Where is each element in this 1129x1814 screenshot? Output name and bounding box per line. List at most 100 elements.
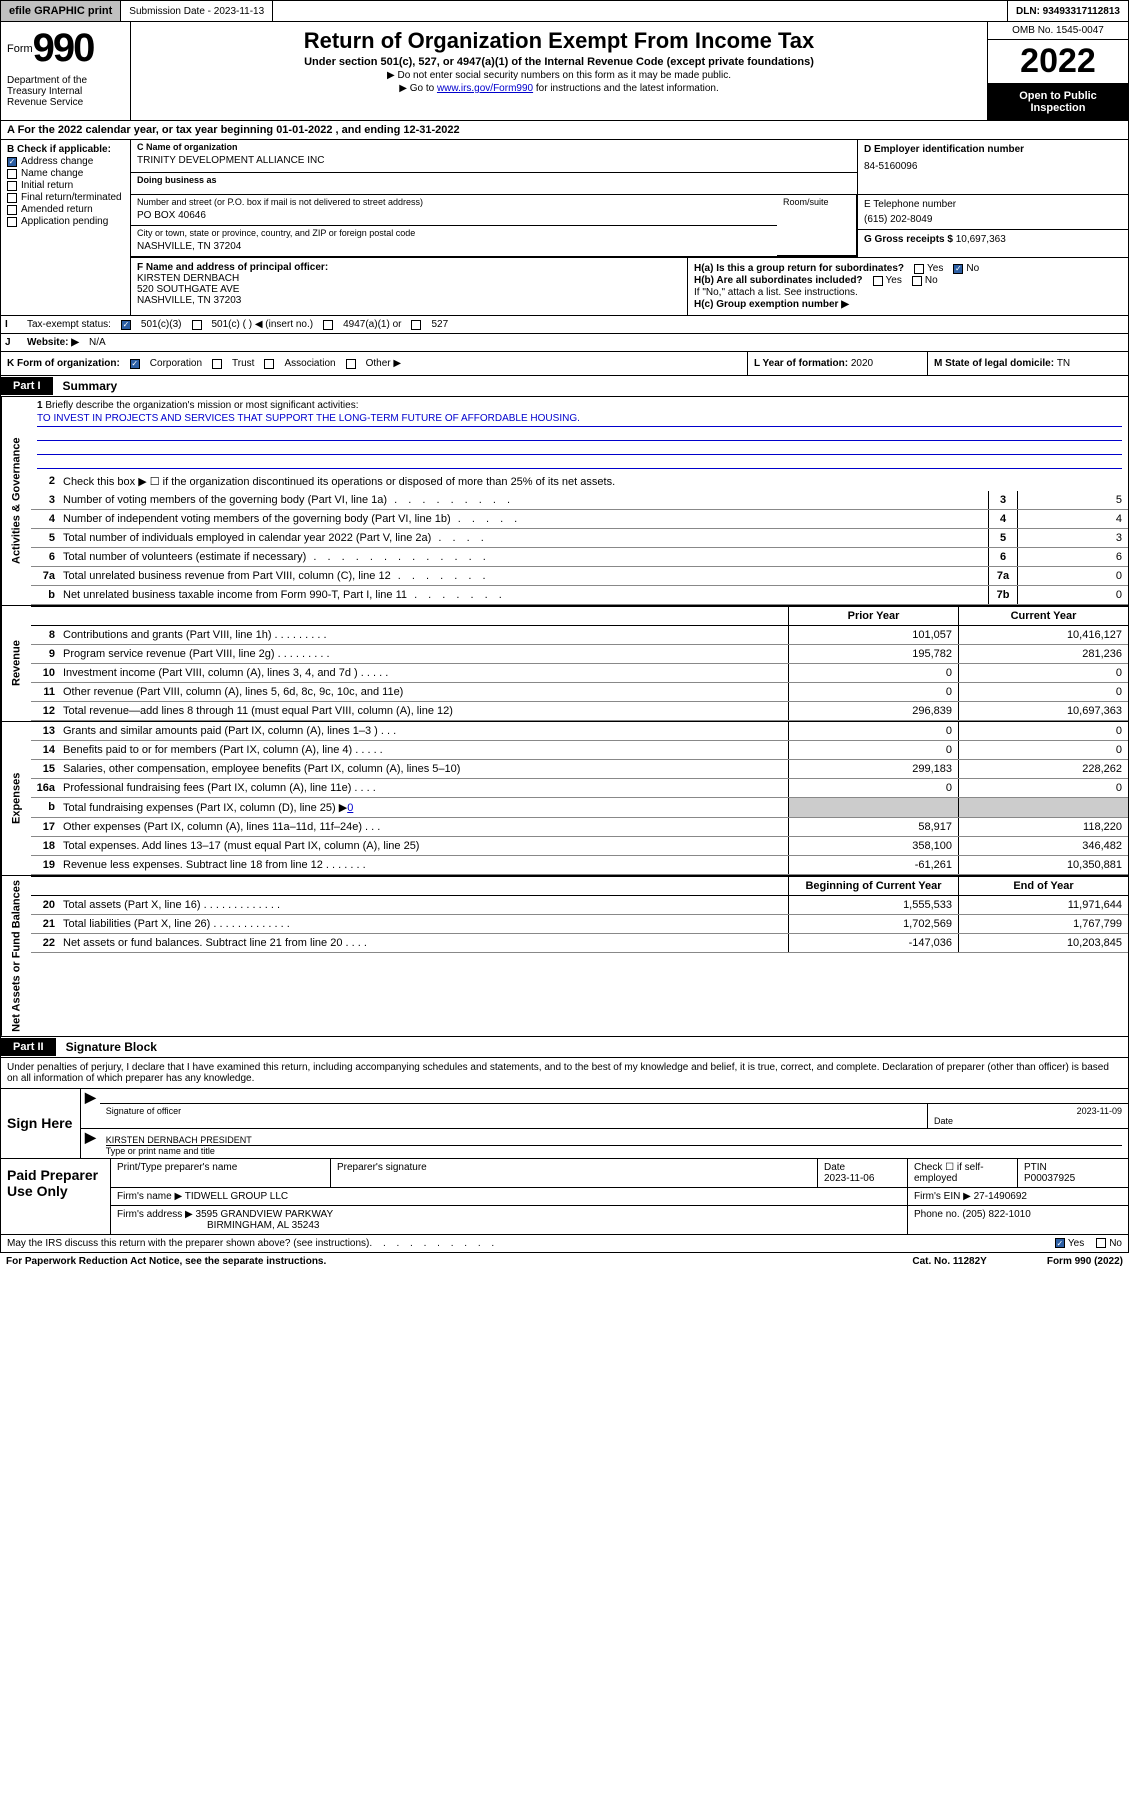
form-title: Return of Organization Exempt From Incom… [139, 28, 979, 54]
line-11-prior: 0 [788, 683, 958, 701]
line-20-desc: Total assets (Part X, line 16) [63, 899, 201, 911]
firm-addr-label: Firm's address ▶ [117, 1209, 193, 1220]
mission-text: TO INVEST IN PROJECTS AND SERVICES THAT … [37, 411, 1122, 427]
row-i-tax-status: I Tax-exempt status: ✓501(c)(3) 501(c) (… [0, 316, 1129, 334]
mission-blank-1 [37, 427, 1122, 441]
line-2-desc: Check this box ▶ ☐ if the organization d… [59, 472, 1128, 491]
preparer-sig-label: Preparer's signature [331, 1159, 818, 1187]
checkbox-527[interactable] [411, 320, 421, 330]
firm-addr2-value: BIRMINGHAM, AL 35243 [117, 1220, 319, 1231]
discuss-row: May the IRS discuss this return with the… [0, 1235, 1129, 1253]
line-12-desc: Total revenue—add lines 8 through 11 (mu… [63, 705, 453, 717]
signature-officer-label: Signature of officer [106, 1106, 921, 1116]
officer-label: F Name and address of principal officer: [137, 262, 681, 273]
row-k-form-org: K Form of organization: ✓Corporation Tru… [0, 352, 1129, 376]
line-13-prior: 0 [788, 722, 958, 740]
checkbox-corporation[interactable]: ✓ [130, 359, 140, 369]
label-final-return: Final return/terminated [21, 192, 122, 203]
form-number: Form 990 [7, 26, 124, 71]
paid-preparer-label: Paid Preparer Use Only [1, 1159, 111, 1234]
checkbox-trust[interactable] [212, 359, 222, 369]
row-j-website: J Website: ▶ N/A [0, 334, 1129, 352]
irs-link[interactable]: www.irs.gov/Form990 [437, 83, 533, 94]
ha-yes-checkbox[interactable] [914, 264, 924, 274]
discuss-yes-checkbox[interactable]: ✓ [1055, 1238, 1065, 1248]
line-8-current: 10,416,127 [958, 626, 1128, 644]
city-label: City or town, state or province, country… [131, 225, 777, 240]
year-formation-label: L Year of formation: [754, 358, 851, 369]
prep-date-label: Date [824, 1162, 845, 1173]
discuss-no-checkbox[interactable] [1096, 1238, 1106, 1248]
label-527: 527 [431, 319, 448, 330]
room-suite-label: Room/suite [777, 195, 857, 256]
submission-date: Submission Date - 2023-11-13 [121, 1, 273, 21]
line-3-box: 3 [988, 491, 1018, 509]
dba-label: Doing business as [131, 172, 857, 187]
line-16a-desc: Professional fundraising fees (Part IX, … [63, 782, 351, 794]
line-8-prior: 101,057 [788, 626, 958, 644]
checkbox-501c-other[interactable] [192, 320, 202, 330]
year-formation-value: 2020 [851, 358, 873, 369]
line-10-current: 0 [958, 664, 1128, 682]
sign-date-label: Date [934, 1116, 1122, 1126]
mission-label: Briefly describe the organization's miss… [45, 400, 358, 411]
preparer-name-label: Print/Type preparer's name [111, 1159, 331, 1187]
side-activities-governance: Activities & Governance [1, 397, 31, 605]
hb-yes-checkbox[interactable] [873, 276, 883, 286]
side-net-assets: Net Assets or Fund Balances [1, 876, 31, 1036]
pra-notice: For Paperwork Reduction Act Notice, see … [6, 1256, 326, 1267]
gross-receipts-label: G Gross receipts $ [864, 234, 956, 245]
label-amended: Amended return [21, 204, 93, 215]
line-7b-desc: Net unrelated business taxable income fr… [63, 589, 407, 601]
note-link-pre: ▶ Go to [399, 83, 437, 94]
org-name-value: TRINITY DEVELOPMENT ALLIANCE INC [131, 154, 857, 172]
checkbox-address-change[interactable]: ✓ [7, 157, 17, 167]
hb-no-checkbox[interactable] [912, 276, 922, 286]
bottom-footer: For Paperwork Reduction Act Notice, see … [0, 1253, 1129, 1270]
part-i-title: Summary [53, 376, 128, 396]
note-ssn: ▶ Do not enter social security numbers o… [139, 70, 979, 81]
officer-printed-name: KIRSTEN DERNBACH PRESIDENT [106, 1131, 1122, 1145]
checkbox-4947[interactable] [323, 320, 333, 330]
cat-number: Cat. No. 11282Y [912, 1256, 986, 1267]
checkbox-final-return[interactable] [7, 193, 17, 203]
checkbox-name-change[interactable] [7, 169, 17, 179]
line-16b-value: 0 [347, 802, 353, 814]
paid-preparer-block: Paid Preparer Use Only Print/Type prepar… [0, 1159, 1129, 1235]
line-4-box: 4 [988, 510, 1018, 528]
checkbox-initial-return[interactable] [7, 181, 17, 191]
checkbox-amended[interactable] [7, 205, 17, 215]
line-21-prior: 1,702,569 [788, 915, 958, 933]
part-i-tag: Part I [1, 377, 53, 395]
label-initial-return: Initial return [21, 180, 73, 191]
line-18-prior: 358,100 [788, 837, 958, 855]
firm-ein-label: Firm's EIN ▶ [914, 1191, 971, 1202]
line-7a-value: 0 [1018, 567, 1128, 585]
ha-no-checkbox[interactable]: ✓ [953, 264, 963, 274]
mission-blank-3 [37, 455, 1122, 469]
checkbox-association[interactable] [264, 359, 274, 369]
name-arrow-icon: ▶ [81, 1129, 100, 1158]
line-5-value: 3 [1018, 529, 1128, 547]
line-9-desc: Program service revenue (Part VIII, line… [63, 648, 275, 660]
efile-print-button[interactable]: efile GRAPHIC print [1, 1, 121, 21]
firm-phone-value: (205) 822-1010 [962, 1209, 1030, 1220]
label-name-change: Name change [21, 168, 83, 179]
form-990-number: 990 [33, 26, 94, 71]
officer-addr1: 520 SOUTHGATE AVE [137, 284, 681, 295]
label-association: Association [284, 358, 335, 369]
topbar-spacer [273, 1, 1008, 21]
firm-addr-value: 3595 GRANDVIEW PARKWAY [196, 1209, 334, 1220]
state-domicile-value: TN [1057, 358, 1070, 369]
checkbox-other-org[interactable] [346, 359, 356, 369]
checkbox-app-pending[interactable] [7, 217, 17, 227]
line-18-desc: Total expenses. Add lines 13–17 (must eq… [63, 840, 419, 852]
line-13-current: 0 [958, 722, 1128, 740]
hc-label: H(c) Group exemption number ▶ [694, 299, 1122, 310]
sign-here-block: Sign Here ▶ Signature of officer 2023-11… [0, 1089, 1129, 1159]
line-9-current: 281,236 [958, 645, 1128, 663]
checkbox-501c3[interactable]: ✓ [121, 320, 131, 330]
line-12-prior: 296,839 [788, 702, 958, 720]
hb-note: If "No," attach a list. See instructions… [694, 287, 1122, 298]
dba-value [131, 187, 857, 194]
